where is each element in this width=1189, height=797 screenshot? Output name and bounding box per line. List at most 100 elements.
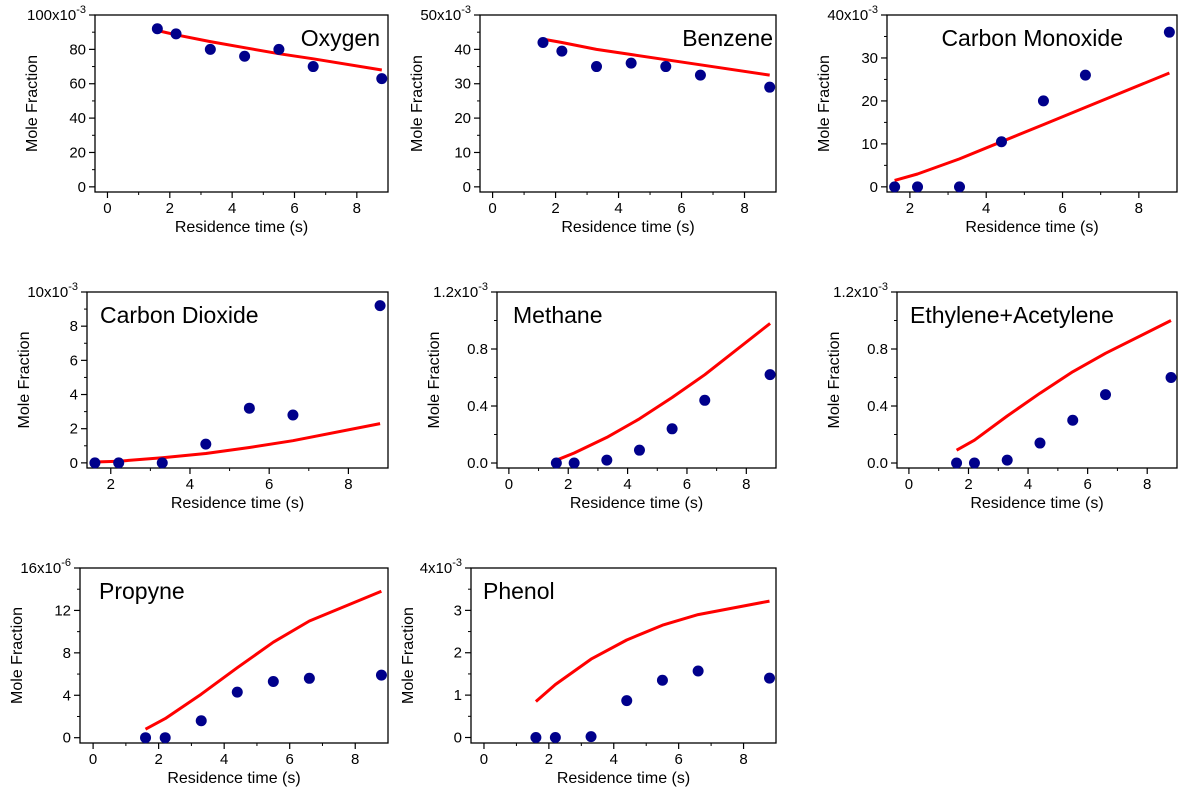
x-tick-label: 2 — [551, 200, 559, 217]
x-tick-label: 0 — [505, 476, 513, 493]
data-point — [376, 73, 388, 85]
x-tick-label: 6 — [290, 200, 298, 217]
data-point — [1079, 69, 1091, 81]
y-multiplier-base: 40x10 — [827, 7, 868, 24]
data-point — [1067, 414, 1079, 426]
chart-panel-7: 0 2 4 6 8 0 4 8 12 16x10-6 Residence time (s) Mole … — [9, 557, 389, 787]
plot-frame — [896, 291, 1178, 469]
data-point — [287, 409, 299, 421]
plot-frame — [886, 14, 1178, 193]
data-point — [699, 394, 711, 406]
plot-frame — [86, 291, 389, 469]
y-multiplier-label: 50x10-3 — [420, 4, 471, 24]
chart-panel-8: 0 2 4 6 8 0 1 2 3 4x10-3 Residence time (s) Mole Fr… — [400, 557, 777, 787]
chart-panel-2: 0 2 4 6 8 0 10 20 30 40 50x10-3 Residence time (s) M… — [409, 4, 777, 236]
y-tick-label: 0 — [463, 179, 471, 196]
data-point — [912, 181, 924, 193]
x-tick-label: 6 — [1058, 200, 1066, 217]
x-axis-label: Residence time (s) — [561, 219, 694, 236]
data-point — [1034, 437, 1046, 449]
x-tick-label: 4 — [614, 200, 622, 217]
data-point — [692, 665, 704, 677]
x-tick-label: 2 — [166, 200, 174, 217]
x-tick-label: 2 — [107, 476, 115, 493]
data-point — [625, 57, 637, 69]
x-tick-label: 0 — [488, 200, 496, 217]
plot-frame — [479, 14, 777, 193]
y-tick-label: 0 — [454, 729, 462, 746]
x-axis-label: Residence time (s) — [570, 495, 703, 512]
data-point — [694, 69, 706, 81]
data-point — [556, 45, 568, 57]
data-point — [633, 444, 645, 456]
y-axis-label: Mole Fraction — [24, 55, 41, 152]
chart-title: Ethylene+Acetylene — [910, 302, 1114, 328]
y-axis-label: Mole Fraction — [426, 332, 443, 429]
data-point — [601, 454, 613, 466]
y-multiplier-exponent: -3 — [452, 557, 462, 569]
x-axis-label: Residence time (s) — [965, 219, 1098, 236]
data-point — [591, 61, 603, 73]
x-tick-label: 6 — [265, 476, 273, 493]
y-multiplier-label: 100x10-3 — [27, 4, 86, 24]
data-point — [1100, 389, 1112, 401]
data-point — [231, 686, 243, 698]
data-point — [537, 36, 549, 48]
y-tick-label: 40 — [69, 110, 86, 127]
data-point — [200, 438, 212, 450]
data-point — [1163, 26, 1175, 38]
y-axis-label: Mole Fraction — [9, 607, 26, 704]
data-point — [375, 669, 387, 681]
data-point — [151, 23, 163, 35]
data-point — [764, 81, 776, 93]
data-point — [273, 43, 285, 55]
y-multiplier-base: 1.2x10 — [833, 284, 878, 301]
x-tick-label: 4 — [228, 200, 236, 217]
y-multiplier-exponent: -3 — [478, 281, 488, 293]
y-multiplier-exponent: -3 — [878, 281, 888, 293]
y-multiplier-label: 4x10-3 — [420, 557, 462, 577]
data-point — [550, 457, 562, 469]
data-point — [660, 61, 672, 73]
y-multiplier-base: 50x10 — [420, 7, 461, 24]
data-point — [764, 672, 776, 684]
x-tick-label: 6 — [677, 200, 685, 217]
x-tick-label: 0 — [905, 476, 913, 493]
y-tick-label: 2 — [454, 645, 462, 662]
plot-frame — [496, 291, 777, 469]
data-point — [267, 675, 279, 687]
y-tick-label: 0 — [63, 730, 71, 747]
y-multiplier-label: 10x10-3 — [27, 281, 78, 301]
data-point — [585, 731, 597, 743]
y-tick-label: 30 — [454, 76, 471, 93]
x-tick-label: 2 — [906, 200, 914, 217]
x-tick-label: 2 — [154, 751, 162, 768]
data-point — [1165, 372, 1177, 384]
y-tick-label: 4 — [70, 387, 78, 404]
y-multiplier-label: 16x10-6 — [20, 557, 71, 577]
x-axis-label: Residence time (s) — [167, 770, 300, 787]
y-tick-label: 0 — [78, 179, 86, 196]
y-tick-label: 10 — [861, 136, 878, 153]
data-point — [374, 300, 386, 312]
y-tick-label: 4 — [63, 687, 71, 704]
y-tick-label: 0.8 — [467, 341, 488, 358]
model-line — [144, 589, 382, 731]
y-tick-label: 0.4 — [867, 398, 888, 415]
model-line — [94, 422, 381, 464]
x-tick-label: 0 — [103, 200, 111, 217]
y-tick-label: 0 — [870, 179, 878, 196]
data-point — [303, 672, 315, 684]
y-axis-label: Mole Fraction — [409, 55, 426, 152]
y-multiplier-exponent: -3 — [461, 4, 471, 16]
x-tick-label: 6 — [286, 751, 294, 768]
x-axis-label: Residence time (s) — [557, 770, 690, 787]
y-tick-label: 10 — [454, 144, 471, 161]
data-point — [239, 50, 251, 62]
x-tick-label: 2 — [545, 751, 553, 768]
y-tick-label: 1 — [454, 687, 462, 704]
plot-frame — [79, 567, 389, 744]
x-tick-label: 0 — [89, 751, 97, 768]
